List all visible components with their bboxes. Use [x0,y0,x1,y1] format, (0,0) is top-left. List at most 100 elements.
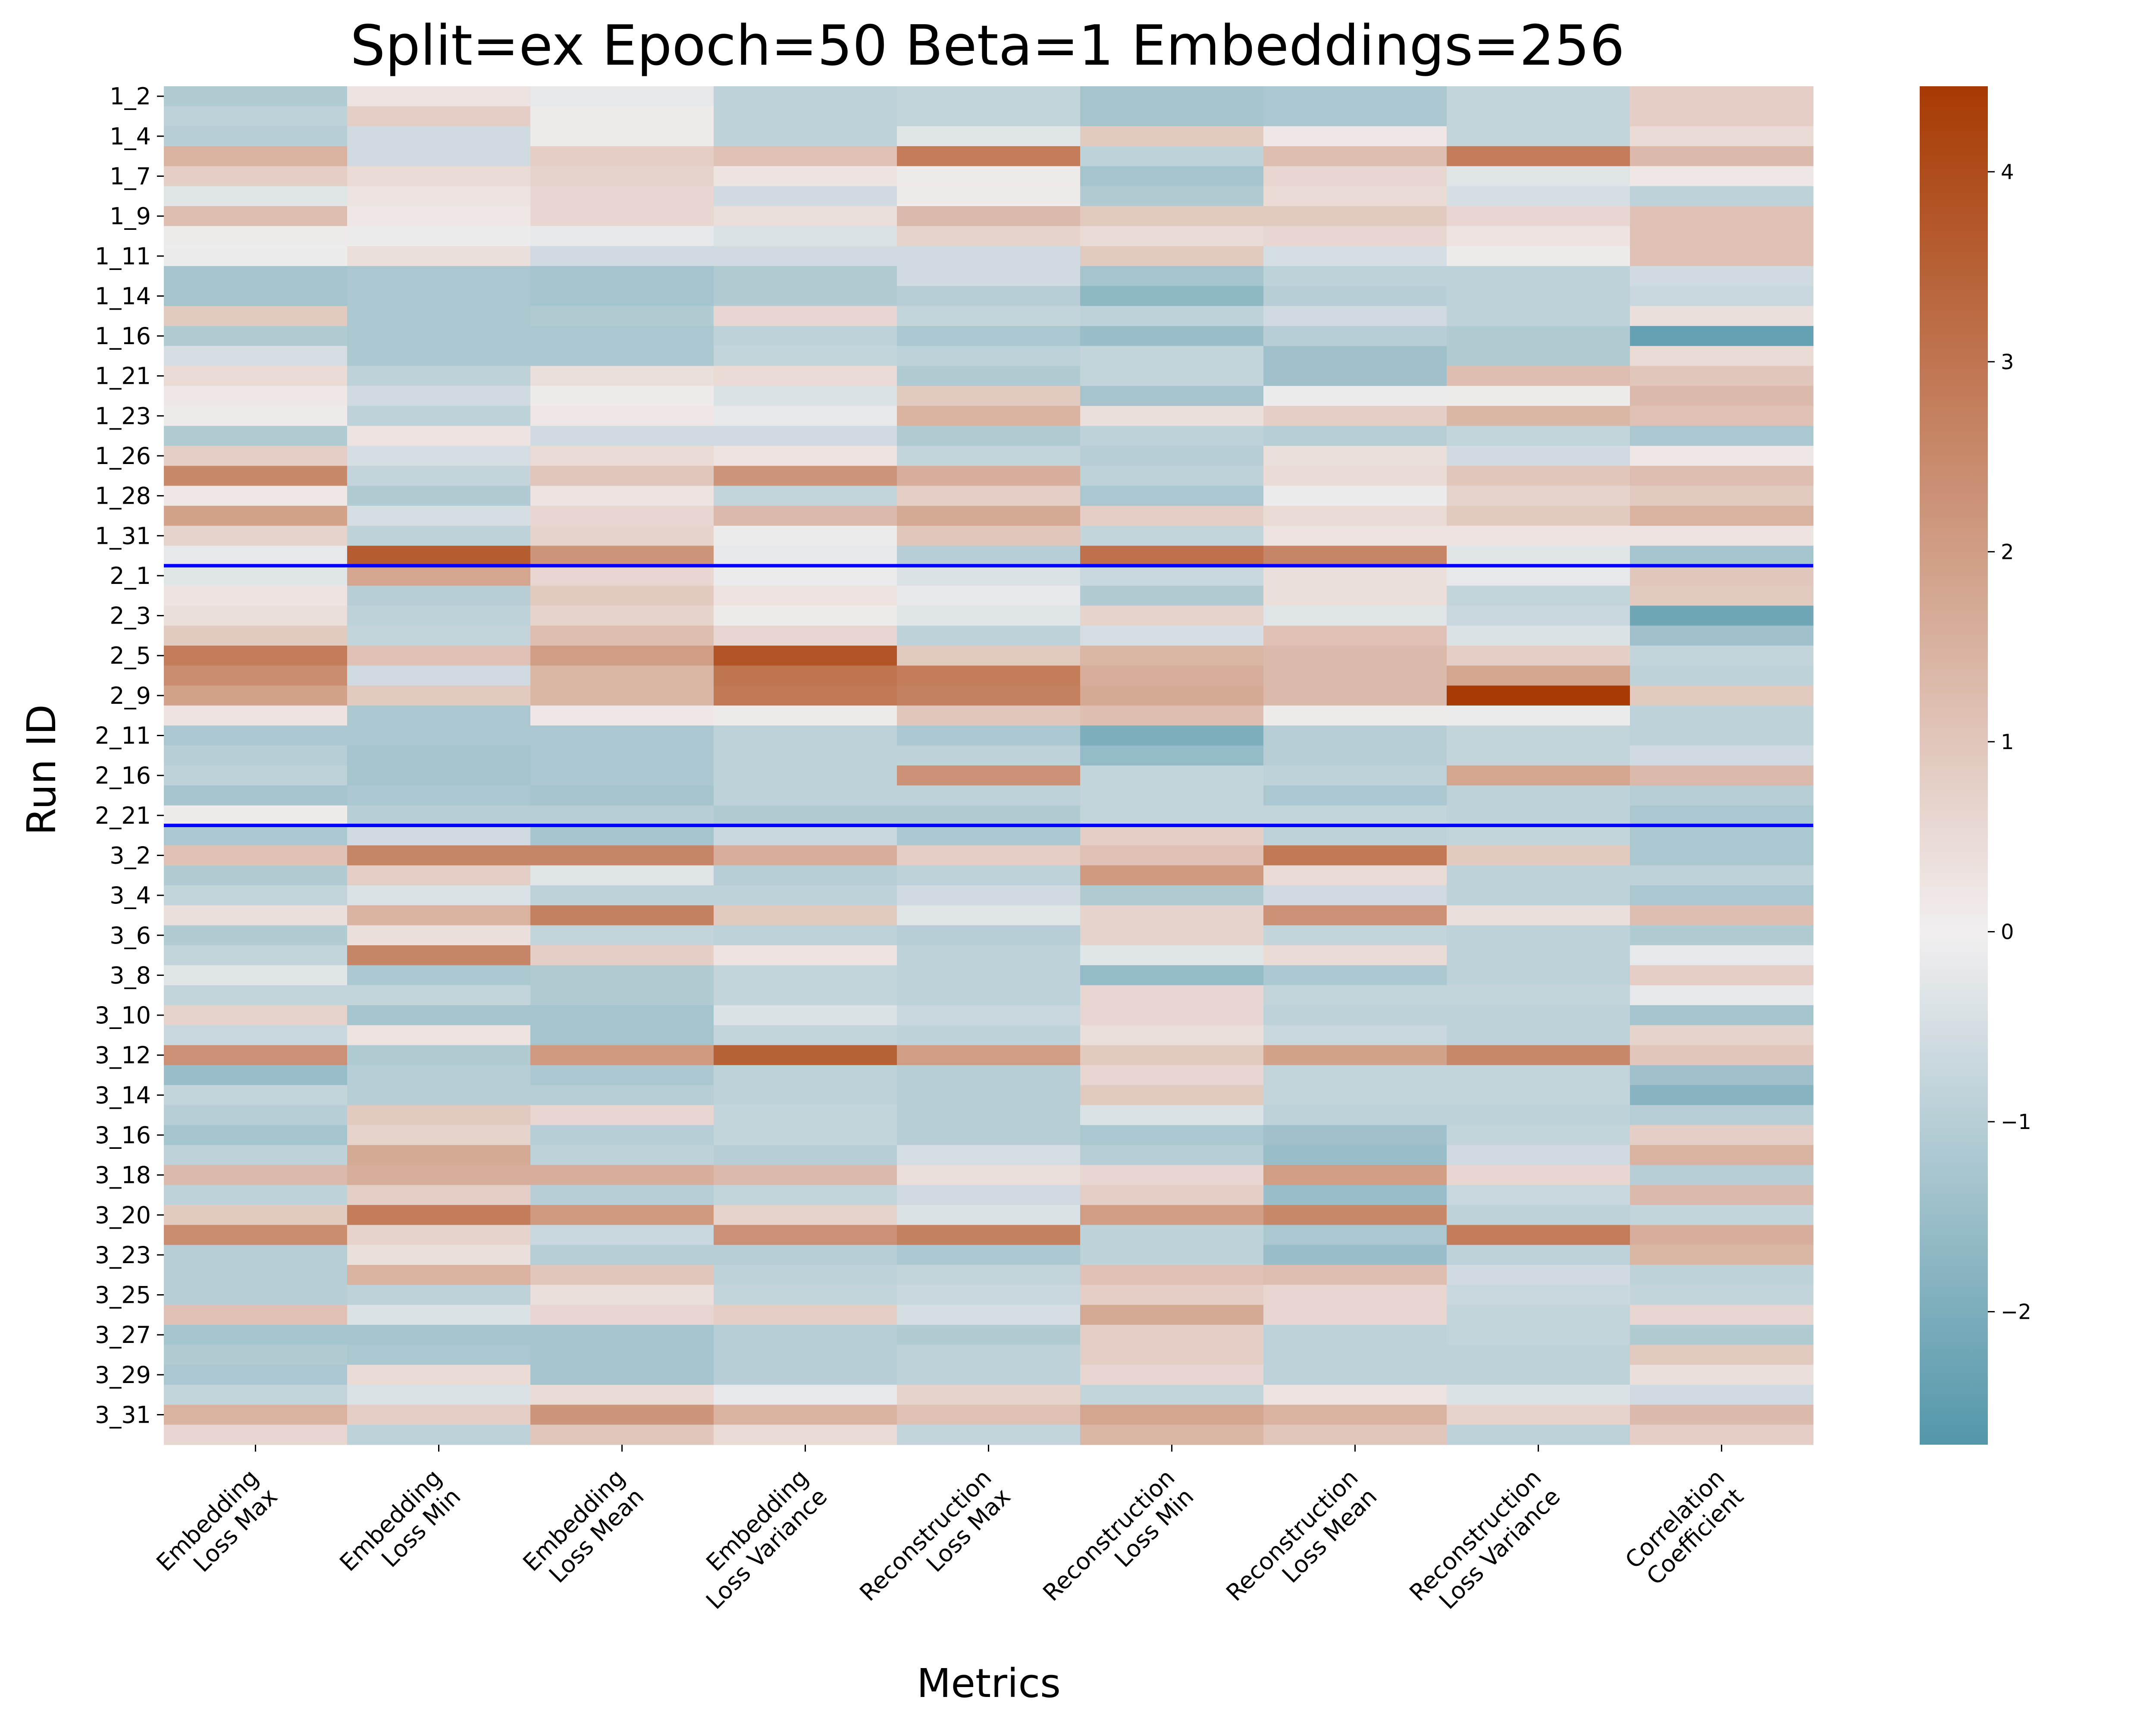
heatmap-cell [530,665,714,686]
heatmap-cell [1080,1245,1264,1265]
heatmap-cell [1080,625,1264,646]
heatmap-cell [714,625,897,646]
heatmap-cell [714,1345,897,1365]
heatmap-cell [1630,526,1814,546]
heatmap-cell [530,1145,714,1166]
heatmap-cell [164,685,348,706]
heatmap-cell [1447,1325,1630,1345]
heatmap-cell [1447,445,1630,466]
heatmap-cell [1080,426,1264,446]
heatmap-cell [1447,1205,1630,1226]
y-tick-label: 1_21 [95,363,151,390]
heatmap-cell [1447,1285,1630,1305]
heatmap-cell [164,546,348,566]
heatmap-cell [347,1145,531,1166]
heatmap-cell [164,505,348,526]
heatmap-cell [1630,765,1814,786]
heatmap-cell [1080,346,1264,367]
heatmap-cell [530,1165,714,1186]
heatmap-cell [1263,605,1447,626]
heatmap-cell [347,785,531,806]
heatmap-cell [530,146,714,166]
heatmap-cell [1080,286,1264,307]
heatmap-cell [164,1424,348,1445]
heatmap-cell [1447,286,1630,307]
heatmap-cell [897,865,1081,886]
y-tick-label: 3_14 [95,1082,151,1109]
heatmap-cell [714,186,897,207]
heatmap-cell [347,646,531,666]
heatmap-cell [1630,805,1814,826]
heatmap-cell [714,1125,897,1145]
heatmap-cell [347,1345,531,1365]
heatmap-cell [1630,1205,1814,1226]
heatmap-cell [347,546,531,566]
heatmap-cell [1080,1105,1264,1126]
heatmap-cell [164,106,348,127]
heatmap-cell [1080,825,1264,846]
y-tick-label: 3_18 [95,1162,151,1189]
heatmap-cell [1263,486,1447,506]
y-tick-label: 2_3 [110,602,151,630]
heatmap-cell [1447,765,1630,786]
heatmap-cell [1080,725,1264,746]
x-axis-title: Metrics [917,1660,1061,1706]
heatmap-cell [714,586,897,606]
heatmap-cell [164,885,348,906]
heatmap-cell [897,885,1081,906]
heatmap-cell [1630,546,1814,566]
heatmap-cell [530,286,714,307]
heatmap-cell [164,785,348,806]
heatmap-cell [347,186,531,207]
heatmap-cell [164,646,348,666]
heatmap-cell [1447,885,1630,906]
heatmap-cell [1080,1285,1264,1305]
heatmap-cell [530,825,714,846]
heatmap-cell [530,406,714,427]
heatmap-cell [1080,805,1264,826]
heatmap-cell [1447,865,1630,886]
heatmap-cell [347,1065,531,1085]
heatmap-cell [897,1205,1081,1226]
heatmap-cell [1630,226,1814,247]
heatmap-cell [1263,1285,1447,1305]
heatmap-cell [1263,166,1447,187]
heatmap-cell [1080,845,1264,866]
heatmap-cell [897,445,1081,466]
heatmap-cell [1630,166,1814,187]
heatmap-cell [530,865,714,886]
heatmap-cell [1447,805,1630,826]
heatmap-cell [714,945,897,966]
heatmap-cell [897,1285,1081,1305]
heatmap-cell [1630,386,1814,406]
x-tick-label: EmbeddingLoss Mean [518,1464,649,1596]
heatmap-cell [1263,685,1447,706]
heatmap-cell [897,466,1081,486]
heatmap-cell [164,1364,348,1385]
heatmap-cell [1447,1405,1630,1425]
heatmap-cell [1080,406,1264,427]
y-tick-label: 3_23 [95,1242,151,1269]
heatmap-cell [1263,925,1447,946]
heatmap-cell [1447,366,1630,386]
heatmap-cell [164,945,348,966]
heatmap-cell [1263,505,1447,526]
heatmap-cell [897,625,1081,646]
heatmap-cell [1263,286,1447,307]
heatmap-cell [1080,1145,1264,1166]
heatmap-cell [530,386,714,406]
heatmap-cell [347,745,531,766]
heatmap-cell [1630,945,1814,966]
heatmap-cell [1263,965,1447,986]
heatmap-cell [714,86,897,107]
heatmap-cell [164,1265,348,1286]
heatmap-cell [1263,845,1447,866]
heatmap-cell [1080,1125,1264,1145]
heatmap-cell [164,965,348,986]
heatmap-cell [1263,1005,1447,1026]
heatmap-cell [1080,586,1264,606]
heatmap-cell [897,486,1081,506]
heatmap-cell [530,625,714,646]
heatmap-cell [347,406,531,427]
heatmap-cell [1080,945,1264,966]
